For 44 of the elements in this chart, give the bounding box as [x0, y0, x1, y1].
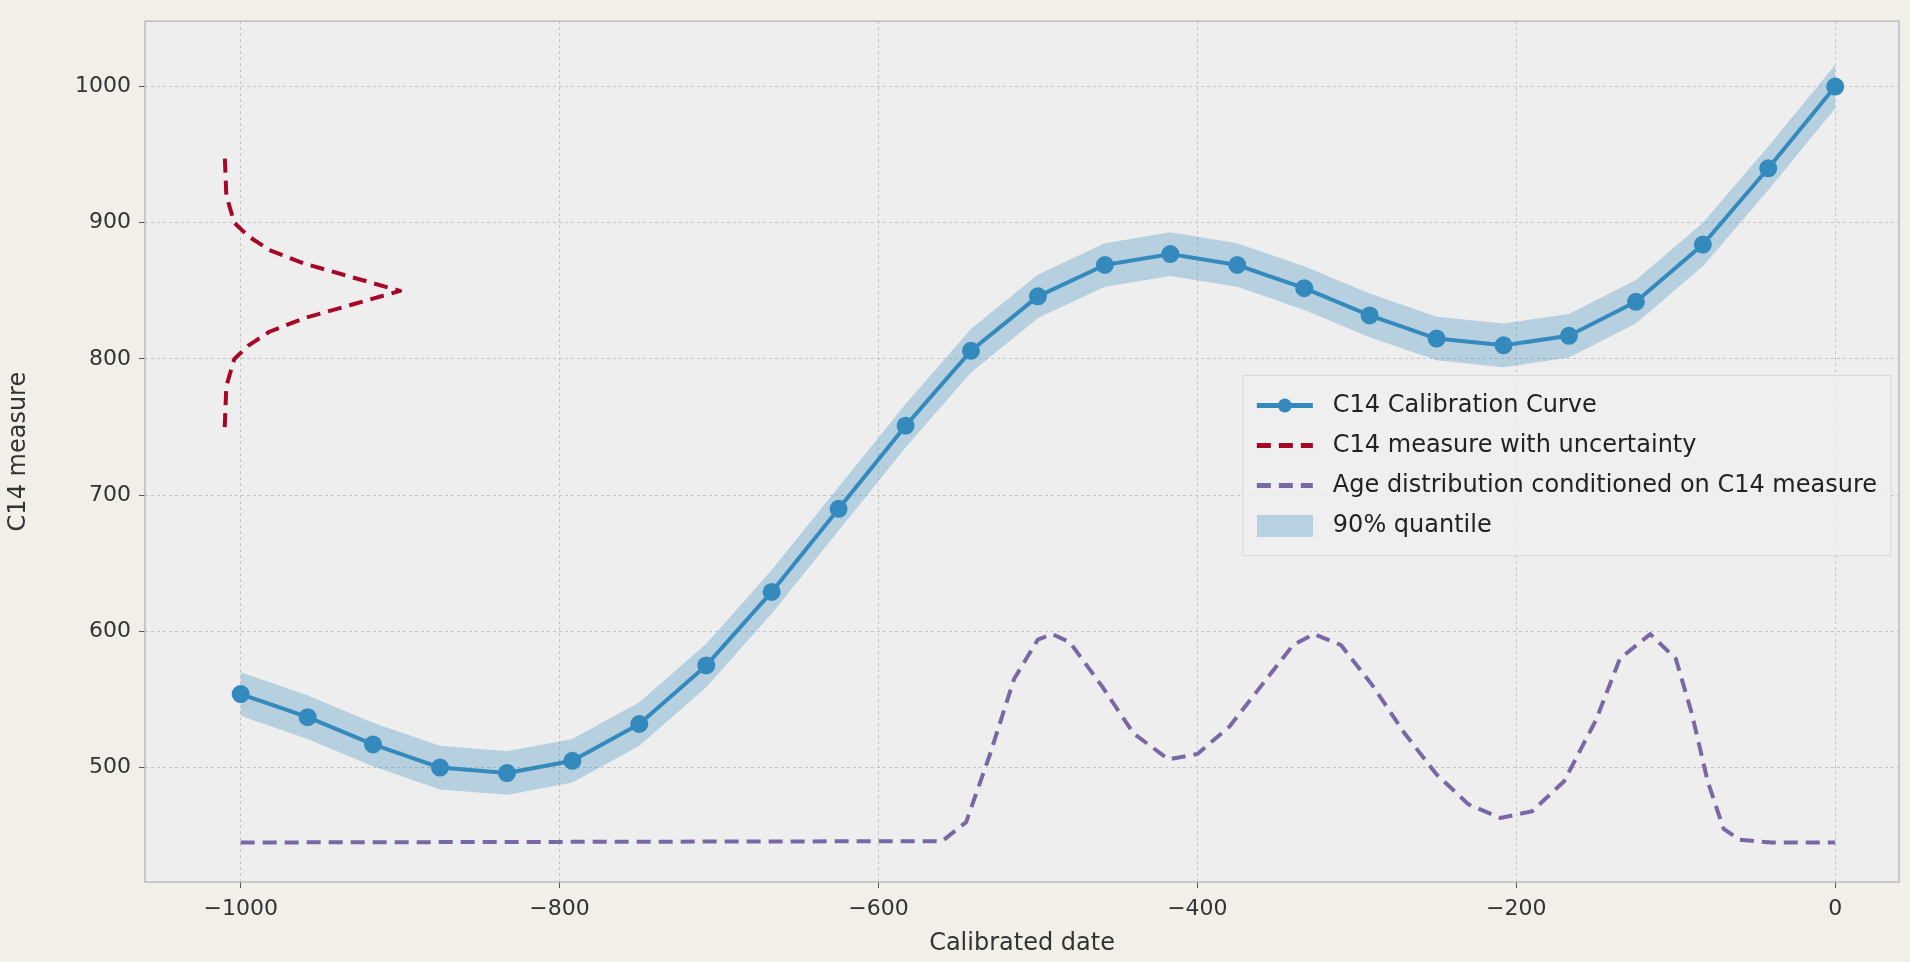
- point: [1826, 77, 1845, 96]
- y-tick-label: 900: [89, 208, 131, 234]
- y-axis-title: C14 measure: [2, 371, 31, 532]
- point: [1161, 245, 1180, 264]
- point: [1095, 256, 1114, 274]
- point: [1759, 159, 1778, 178]
- legend-label: C14 measure with uncertainty: [1332, 429, 1697, 458]
- legend-label: C14 Calibration Curve: [1332, 389, 1597, 418]
- x-tick-label: −1000: [203, 894, 278, 920]
- point: [430, 758, 449, 777]
- point: [497, 764, 516, 783]
- y-tick-label: 600: [89, 617, 131, 643]
- point: [563, 751, 582, 770]
- point: [961, 341, 980, 360]
- y-tick-label: 700: [89, 480, 131, 506]
- x-tick-label: −600: [848, 894, 909, 920]
- x-tick-label: −200: [1486, 894, 1547, 920]
- point: [896, 416, 915, 435]
- point: [1360, 306, 1379, 325]
- point: [231, 685, 250, 704]
- y-tick-label: 500: [89, 753, 131, 779]
- point: [697, 656, 716, 675]
- point: [298, 708, 317, 727]
- point: [364, 735, 383, 754]
- point: [829, 499, 848, 518]
- point: [1559, 326, 1578, 345]
- point: [762, 582, 781, 601]
- point: [1693, 235, 1712, 254]
- point: [630, 715, 649, 734]
- y-tick-label: 800: [89, 344, 131, 370]
- legend-label: Age distribution conditioned on C14 measure: [1332, 469, 1878, 498]
- point: [1427, 329, 1446, 348]
- y-tick-label: 1000: [75, 72, 131, 98]
- point: [1494, 336, 1513, 355]
- x-tick-label: 0: [1828, 894, 1843, 920]
- x-tick-label: −800: [529, 894, 590, 920]
- point: [1028, 287, 1047, 306]
- x-axis-title: Calibrated date: [929, 927, 1115, 956]
- x-tick-label: −400: [1167, 894, 1228, 920]
- point: [1228, 256, 1247, 274]
- point: [1626, 292, 1645, 311]
- line-series: [238, 632, 1838, 845]
- annotation: 90% quantile: [1332, 509, 1492, 538]
- point: [1295, 279, 1314, 298]
